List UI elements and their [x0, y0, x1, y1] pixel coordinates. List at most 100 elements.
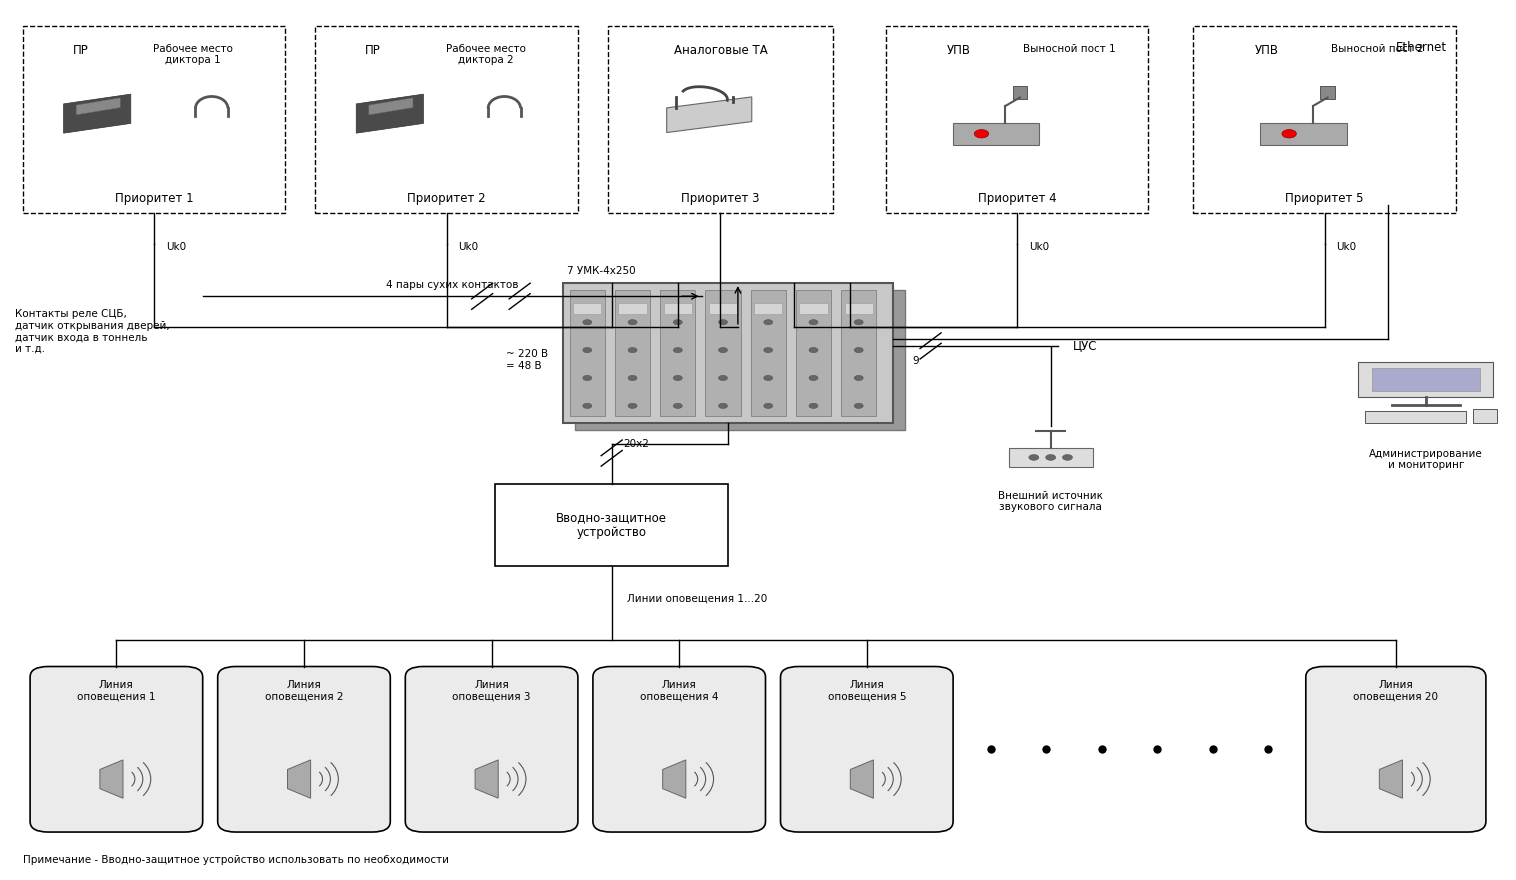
Circle shape	[854, 348, 863, 353]
Circle shape	[810, 348, 819, 353]
FancyBboxPatch shape	[1305, 666, 1486, 832]
Circle shape	[673, 403, 682, 408]
Bar	[573, 303, 602, 314]
Circle shape	[854, 319, 863, 325]
Polygon shape	[1380, 760, 1402, 798]
Text: Линия
оповещения 20: Линия оповещения 20	[1354, 679, 1439, 701]
Circle shape	[810, 376, 819, 380]
Circle shape	[1029, 454, 1038, 460]
Polygon shape	[1260, 122, 1346, 145]
Text: Линия
оповещения 1: Линия оповещения 1	[77, 679, 156, 701]
Circle shape	[719, 403, 728, 408]
Text: Линия
оповещения 2: Линия оповещения 2	[265, 679, 343, 701]
Text: Uk0: Uk0	[1029, 242, 1049, 253]
Text: Uk0: Uk0	[458, 242, 479, 253]
Text: Рабочее место
диктора 2: Рабочее место диктора 2	[446, 44, 526, 65]
Circle shape	[628, 403, 637, 408]
Bar	[562, 283, 893, 422]
Bar	[496, 483, 728, 567]
Text: Внешний источник
звукового сигнала: Внешний источник звукового сигнала	[998, 490, 1104, 512]
Circle shape	[719, 319, 728, 325]
Text: ~ 220 В
= 48 В: ~ 220 В = 48 В	[506, 349, 547, 370]
Circle shape	[764, 403, 773, 408]
Bar	[885, 26, 1148, 214]
Circle shape	[719, 348, 728, 353]
Text: 7 УМК-4x250: 7 УМК-4x250	[567, 267, 637, 276]
Circle shape	[628, 319, 637, 325]
Circle shape	[1063, 454, 1072, 460]
Text: 4 пары сухих контактов: 4 пары сухих контактов	[387, 280, 518, 290]
Bar	[705, 290, 741, 415]
Circle shape	[764, 319, 773, 325]
Text: Линии оповещения 1...20: Линии оповещения 1...20	[626, 594, 767, 604]
Polygon shape	[662, 760, 685, 798]
Bar	[709, 303, 737, 314]
Circle shape	[975, 129, 988, 138]
Polygon shape	[475, 760, 499, 798]
Polygon shape	[952, 122, 1038, 145]
FancyBboxPatch shape	[593, 666, 766, 832]
Text: Выносной пост 2: Выносной пост 2	[1331, 44, 1424, 54]
Bar	[575, 290, 905, 429]
Text: Линия
оповещения 5: Линия оповещения 5	[828, 679, 907, 701]
Bar	[841, 290, 876, 415]
Polygon shape	[667, 97, 752, 133]
Polygon shape	[368, 98, 412, 115]
Circle shape	[628, 376, 637, 380]
Text: Приоритет 4: Приоритет 4	[978, 192, 1057, 205]
Bar	[608, 26, 834, 214]
Circle shape	[673, 348, 682, 353]
Text: Приоритет 5: Приоритет 5	[1286, 192, 1364, 205]
Polygon shape	[1372, 368, 1480, 392]
Circle shape	[810, 319, 819, 325]
Bar	[796, 290, 831, 415]
Polygon shape	[1474, 409, 1496, 422]
Bar	[619, 303, 647, 314]
Bar	[659, 290, 696, 415]
Circle shape	[1046, 454, 1055, 460]
Circle shape	[764, 348, 773, 353]
Circle shape	[673, 319, 682, 325]
Text: Ethernet: Ethernet	[1396, 41, 1446, 55]
Polygon shape	[76, 98, 120, 115]
Bar	[23, 26, 285, 214]
Polygon shape	[1364, 411, 1466, 422]
Text: Администрирование
и мониторинг: Администрирование и мониторинг	[1369, 449, 1483, 470]
Bar	[1193, 26, 1455, 214]
Text: Рабочее место
диктора 1: Рабочее место диктора 1	[153, 44, 233, 65]
Bar	[615, 290, 650, 415]
Circle shape	[628, 348, 637, 353]
Bar	[753, 303, 782, 314]
Text: Контакты реле СЦБ,
датчик открывания дверей,
датчик входа в тоннель
и т.д.: Контакты реле СЦБ, датчик открывания две…	[15, 309, 170, 354]
Polygon shape	[100, 760, 123, 798]
FancyBboxPatch shape	[30, 666, 203, 832]
FancyBboxPatch shape	[405, 666, 578, 832]
Bar	[664, 303, 691, 314]
Text: Линия
оповещения 3: Линия оповещения 3	[452, 679, 531, 701]
Bar	[799, 303, 828, 314]
Circle shape	[854, 376, 863, 380]
Polygon shape	[64, 94, 130, 133]
Circle shape	[582, 376, 591, 380]
Polygon shape	[1320, 86, 1334, 99]
Circle shape	[1283, 129, 1296, 138]
Text: Приоритет 2: Приоритет 2	[408, 192, 487, 205]
Text: Примечание - Вводно-защитное устройство использовать по необходимости: Примечание - Вводно-защитное устройство …	[23, 855, 449, 865]
Text: Аналоговые ТА: Аналоговые ТА	[673, 44, 767, 56]
Circle shape	[673, 376, 682, 380]
FancyBboxPatch shape	[781, 666, 954, 832]
Text: УПВ: УПВ	[1255, 44, 1280, 56]
Bar	[844, 303, 873, 314]
Bar	[315, 26, 578, 214]
Polygon shape	[1013, 86, 1028, 99]
Text: УПВ: УПВ	[948, 44, 972, 56]
Polygon shape	[1008, 448, 1093, 467]
Circle shape	[582, 348, 591, 353]
Text: ПР: ПР	[73, 44, 88, 56]
Polygon shape	[1358, 362, 1493, 397]
Polygon shape	[288, 760, 311, 798]
Text: ЦУС: ЦУС	[1073, 340, 1098, 352]
Circle shape	[582, 319, 591, 325]
Circle shape	[719, 376, 728, 380]
Text: Uk0: Uk0	[1337, 242, 1357, 253]
